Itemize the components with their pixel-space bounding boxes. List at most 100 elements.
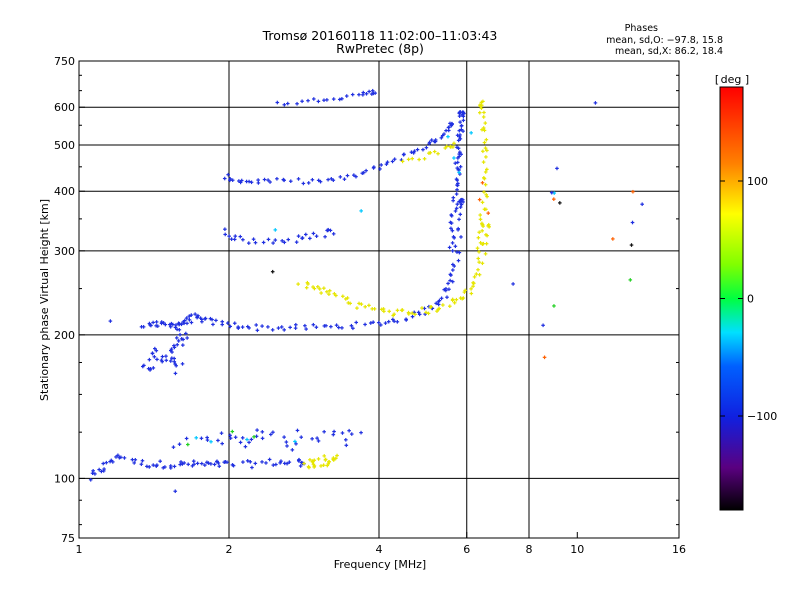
- data-point: [214, 318, 218, 323]
- data-point: [147, 465, 152, 469]
- data-point: [354, 320, 359, 325]
- stats-line-x: mean, sd,X: 86.2, 18.4: [615, 46, 723, 57]
- data-point: [433, 138, 438, 142]
- data-point: [148, 368, 152, 372]
- data-point: [227, 234, 231, 238]
- data-point: [312, 97, 316, 101]
- data-point: [482, 207, 487, 212]
- data-point: [316, 284, 320, 289]
- data-point: [364, 168, 368, 173]
- data-point: [329, 177, 334, 181]
- data-point: [327, 288, 332, 293]
- data-point: [357, 301, 361, 306]
- data-point: [340, 96, 344, 101]
- x-tick-label: 10: [570, 543, 584, 556]
- data-point: [312, 286, 317, 291]
- data-point: [163, 465, 167, 469]
- data-point: [640, 202, 644, 207]
- data-point: [151, 320, 155, 325]
- data-point: [195, 461, 200, 466]
- data-point: [340, 326, 344, 330]
- data-point: [187, 318, 192, 322]
- data-point: [406, 310, 411, 315]
- data-point: [109, 458, 114, 463]
- colorbar-bracket-left: [: [715, 73, 719, 86]
- data-point: [451, 262, 455, 267]
- data-point: [312, 465, 316, 469]
- data-point: [459, 235, 463, 239]
- data-point: [182, 461, 186, 465]
- data-point: [357, 92, 361, 97]
- data-point: [331, 178, 336, 183]
- data-point: [240, 325, 245, 329]
- data-point: [205, 435, 209, 440]
- data-point: [482, 128, 487, 133]
- data-point: [451, 268, 455, 272]
- data-point: [483, 121, 488, 125]
- data-point: [168, 464, 173, 468]
- data-point: [436, 151, 440, 156]
- data-point: [463, 288, 467, 293]
- data-point: [150, 351, 155, 356]
- data-point: [180, 462, 185, 466]
- data-point: [481, 115, 486, 119]
- data-point: [461, 200, 465, 204]
- data-point: [192, 462, 196, 467]
- data-point: [260, 460, 264, 464]
- data-point: [205, 460, 209, 465]
- data-point: [185, 336, 189, 340]
- data-point: [395, 308, 400, 313]
- stats-heading: Phases: [625, 23, 658, 34]
- data-point: [226, 172, 230, 177]
- data-point: [460, 110, 465, 115]
- data-point: [342, 177, 347, 181]
- chart-subtitle: RwPretec (8p): [336, 41, 424, 56]
- data-point: [482, 140, 487, 145]
- data-point: [288, 325, 292, 330]
- data-point: [179, 322, 184, 327]
- data-point: [152, 354, 157, 359]
- data-point: [484, 232, 488, 237]
- data-point: [485, 167, 489, 172]
- data-point: [321, 463, 326, 467]
- data-point: [177, 327, 182, 332]
- data-point: [255, 428, 259, 432]
- data-point: [410, 311, 414, 315]
- data-point: [293, 326, 298, 330]
- data-point: [306, 181, 311, 185]
- data-point: [439, 136, 444, 140]
- data-point: [220, 319, 225, 324]
- data-point: [117, 455, 122, 460]
- data-point: [287, 460, 292, 464]
- data-point: [295, 428, 300, 433]
- data-point: [478, 217, 483, 222]
- data-point: [445, 295, 449, 300]
- data-point: [273, 228, 278, 232]
- y-tick-label: 500: [54, 139, 75, 152]
- data-point: [239, 178, 244, 183]
- data-point: [275, 100, 280, 105]
- data-point: [290, 448, 295, 452]
- data-point: [323, 234, 327, 239]
- data-point: [453, 161, 458, 165]
- data-point: [172, 345, 177, 350]
- data-point: [469, 131, 473, 135]
- data-point: [238, 440, 243, 445]
- data-point: [480, 221, 484, 226]
- data-point: [232, 321, 237, 326]
- data-point: [336, 325, 341, 330]
- data-point: [454, 206, 459, 211]
- data-point: [264, 461, 268, 465]
- data-point: [437, 306, 441, 311]
- x-tick-label: 16: [672, 543, 686, 556]
- data-point: [133, 457, 138, 462]
- data-point: [541, 323, 545, 328]
- data-point: [370, 88, 375, 93]
- data-point: [421, 147, 425, 152]
- data-point: [122, 456, 127, 460]
- data-point: [186, 442, 190, 447]
- data-point: [296, 234, 301, 238]
- data-point: [311, 231, 316, 236]
- data-point: [175, 342, 180, 347]
- data-point: [370, 307, 375, 311]
